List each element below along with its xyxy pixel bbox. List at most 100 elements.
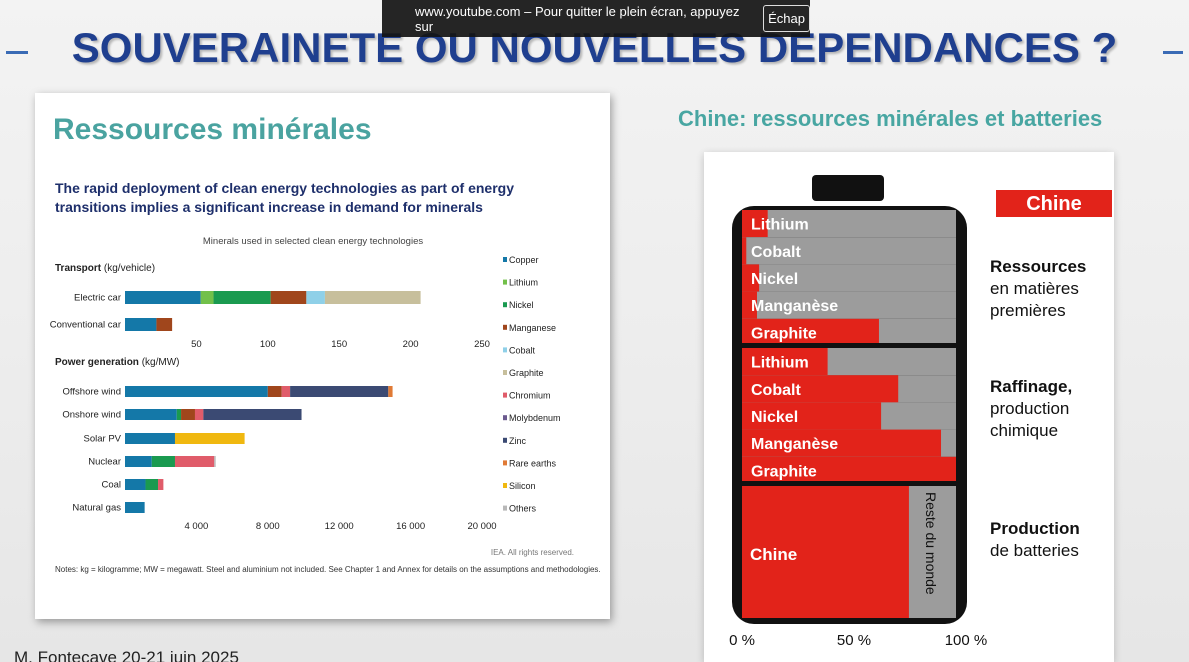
legend-swatch-nickel [503,302,507,308]
bar-coal-copper [125,479,146,490]
bar-electric-car-cobalt [306,291,325,304]
legend-label-silicon: Silicon [509,481,536,491]
group-sublabel-raffinage-0: production [990,399,1069,418]
x-tick-100: 100 % [945,632,988,649]
row-label-raffinage-nickel: Nickel [751,409,798,426]
presenter-footer: M. Fontecave 20-21 juin 2025 [14,648,239,662]
category-label-conventional-car: Conventional car [50,320,121,331]
row-label-raffinage-cobalt: Cobalt [751,382,801,399]
legend-label-manganese: Manganese [509,323,556,333]
bar-rest-ressources-cobalt [742,237,956,265]
bar-chine-ressources-nickel [742,264,760,292]
bar-conventional-car-manganese [156,318,173,331]
x-tick-50: 50 [191,339,202,350]
bar-chine-ressources-manganese [742,291,757,319]
legend-label-cobalt: Cobalt [509,345,536,355]
section-divider-1 [732,343,967,347]
minerals-subtitle: The rapid deployment of clean energy tec… [55,180,514,215]
bar-chine-ressources-cobalt [742,237,747,265]
reste-du-monde-label: Reste du monde [923,492,939,595]
bar-offshore-wind-zinc [290,386,389,397]
legend-swatch-cobalt [503,347,507,353]
bar-chine-ressources-lithium [742,210,768,238]
row-label-ressources-lithium: Lithium [751,217,809,234]
bar-coal-nickel [145,479,159,490]
fullscreen-exit-banner: www.youtube.com – Pour quitter le plein … [382,0,810,37]
section-divider-2 [732,481,967,485]
category-label-solar-pv: Solar PV [84,434,122,445]
row-label-raffinage-manganese: Manganèse [751,436,838,453]
bar-offshore-wind-rare-earths [388,386,393,397]
bar-electric-car-nickel [213,291,271,304]
category-label-natural-gas: Natural gas [72,503,121,514]
bar-rest-ressources-lithium [742,210,956,238]
row-label-ressources-graphite: Graphite [751,325,817,342]
bar-onshore-wind-zinc [203,409,302,420]
row-label-production-chine: Chine [750,545,797,564]
legend-swatch-lithium [503,279,507,285]
legend-swatch-silicon [503,483,507,488]
bar-chine-raffinage-manganese [742,429,942,457]
battery-terminal [812,175,884,201]
group-label-ressources: Ressources [990,257,1086,276]
bar-offshore-wind-chromium [281,386,291,397]
panel-label-transport: Transport (kg/vehicle) [55,263,155,274]
legend-label-nickel: Nickel [509,300,534,310]
bar-electric-car-copper [125,291,201,304]
bar-nuclear-copper [125,456,152,467]
group-sublabel-ressources-0: en matières [990,279,1079,298]
minerals-chart-panel: Ressources minérales The rapid deploymen… [35,93,610,619]
legend-swatch-graphite [503,370,507,375]
bar-onshore-wind-manganese [181,409,195,420]
group-label-production: Production [990,519,1080,538]
row-label-raffinage-graphite: Graphite [751,463,817,480]
bar-onshore-wind-chromium [194,409,204,420]
x-tick-20-000: 20 000 [467,521,496,532]
row-label-raffinage-lithium: Lithium [751,355,809,372]
bar-onshore-wind-nickel [176,409,182,420]
category-label-onshore-wind: Onshore wind [62,410,121,421]
bar-chine-raffinage-nickel [742,402,882,430]
x-tick-50: 50 % [837,632,871,649]
x-tick-150: 150 [331,339,347,350]
bar-natural-gas-copper [125,502,145,513]
group-sublabel-production-0: de batteries [990,541,1079,560]
legend-swatch-molybdenum [503,415,507,421]
bar-chine-raffinage-cobalt [742,375,899,403]
bar-solar-pv-silicon [174,433,245,444]
x-tick-250: 250 [474,339,490,350]
panel-label-power-generation: Power generation (kg/MW) [55,357,179,368]
group-sublabel-ressources-1: premières [990,301,1066,320]
china-battery-chart: Lithium Cobalt Nickel Manganèse Graphite Lith… [729,175,1112,649]
china-chart-title: Chine: ressources minérales et batteries [678,106,1103,131]
bar-chine-raffinage-lithium [742,348,828,376]
legend-swatch-copper [503,257,507,262]
legend-label-molybdenum: Molybdenum [509,413,561,423]
bar-electric-car-lithium [200,291,214,304]
bar-electric-car-manganese [270,291,307,304]
row-label-ressources-manganese: Manganèse [751,298,838,315]
x-tick-4-000: 4 000 [185,521,209,532]
escape-key-hint[interactable]: Échap [763,5,810,32]
category-label-nuclear: Nuclear [88,457,121,468]
legend-swatch-others [503,505,507,511]
legend-label-graphite: Graphite [509,368,544,378]
legend-label-lithium: Lithium [509,278,538,288]
legend-label-chromium: Chromium [509,391,551,401]
row-label-ressources-nickel: Nickel [751,271,798,288]
bar-coal-chromium [158,479,164,490]
x-tick-8-000: 8 000 [256,521,280,532]
legend-label-rare-earths: Rare earths [509,458,557,468]
group-sublabel-raffinage-1: chimique [990,421,1058,440]
bar-nuclear-nickel [151,456,175,467]
legend-label-copper: Copper [509,255,539,265]
iea-notes: Notes: kg = kilogramme; MW = megawatt. S… [55,565,601,574]
legend-chine-box [996,190,1112,217]
row-label-ressources-cobalt: Cobalt [751,244,801,261]
legend-swatch-chromium [503,392,507,398]
bar-nuclear-others [214,456,216,467]
x-tick-0: 0 % [729,632,755,649]
category-label-offshore-wind: Offshore wind [63,387,121,398]
legend-swatch-rare-earths [503,460,507,466]
bar-nuclear-chromium [174,456,215,467]
